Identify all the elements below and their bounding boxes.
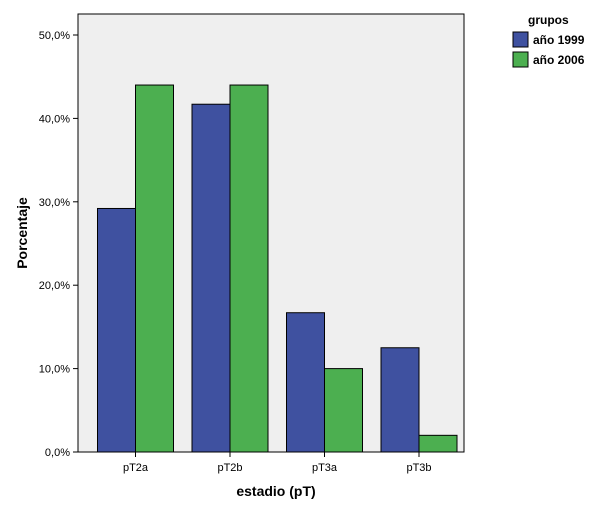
x-tick-label: pT2a [123, 462, 149, 474]
y-tick-label: 10,0% [39, 364, 70, 376]
bar-año-1999-pT3a [286, 312, 325, 453]
y-tick-label: 30,0% [39, 197, 70, 209]
legend-swatch [512, 31, 529, 48]
x-tick-label: pT3a [312, 462, 338, 474]
bar-año-2006-pT3b [418, 434, 458, 453]
bar-año-2006-pT2b [229, 84, 269, 453]
y-axis-label: Porcentaje [14, 197, 30, 269]
legend-items: año 1999 año 2006 [512, 31, 585, 68]
x-tick-label: pT2b [217, 462, 242, 474]
bar-año-1999-pT2a [97, 207, 136, 453]
y-tick-label: 40,0% [39, 113, 70, 125]
bars [97, 84, 458, 453]
x-axis: pT2a pT2b pT3a pT3b [123, 452, 432, 474]
y-tick-label: 0,0% [45, 447, 70, 459]
bar-año-1999-pT2b [191, 103, 231, 453]
x-axis-label: estadio (pT) [236, 483, 315, 499]
bar-año-1999-pT3b [380, 347, 420, 453]
bar-año-2006-pT2a [135, 84, 174, 453]
legend-swatch [512, 51, 529, 68]
x-tick-label: pT3b [406, 462, 431, 474]
legend-title: grupos [528, 13, 569, 27]
legend: grupos año 1999 año 2006 [512, 13, 585, 68]
legend-label: año 2006 [533, 53, 585, 67]
y-tick-label: 50,0% [39, 30, 70, 42]
bar-año-2006-pT3a [324, 368, 363, 453]
y-tick-label: 20,0% [39, 280, 70, 292]
legend-label: año 1999 [533, 33, 585, 47]
y-axis: 0,0% 10,0% 20,0% 30,0% 40,0% 50,0% [39, 30, 78, 459]
